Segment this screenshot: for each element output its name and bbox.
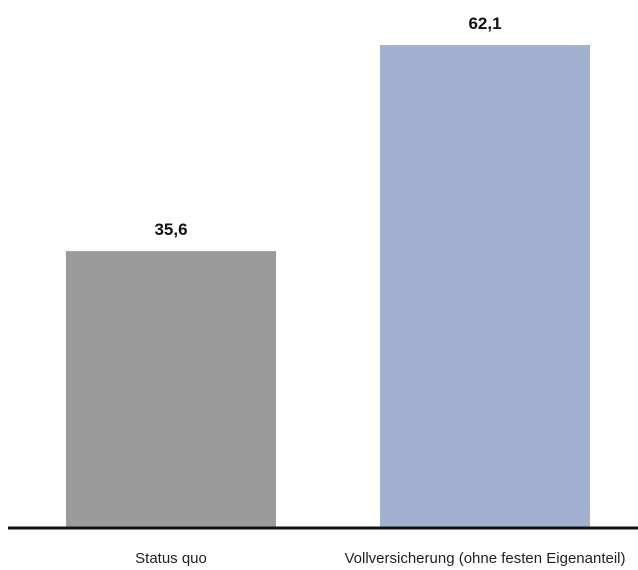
value-labels-group: 35,6 62,1 <box>154 14 501 239</box>
bar-value-label-2: 62,1 <box>468 14 501 33</box>
category-label-2: Vollversicherung (ohne festen Eigenantei… <box>344 550 625 567</box>
bar-value-label-1: 35,6 <box>154 220 187 239</box>
category-labels-group: Status quo Vollversicherung (ohne festen … <box>135 550 625 567</box>
bars-group <box>66 45 590 528</box>
category-label-1: Status quo <box>135 550 207 567</box>
bar-2 <box>380 45 590 528</box>
bar-1 <box>66 251 276 528</box>
